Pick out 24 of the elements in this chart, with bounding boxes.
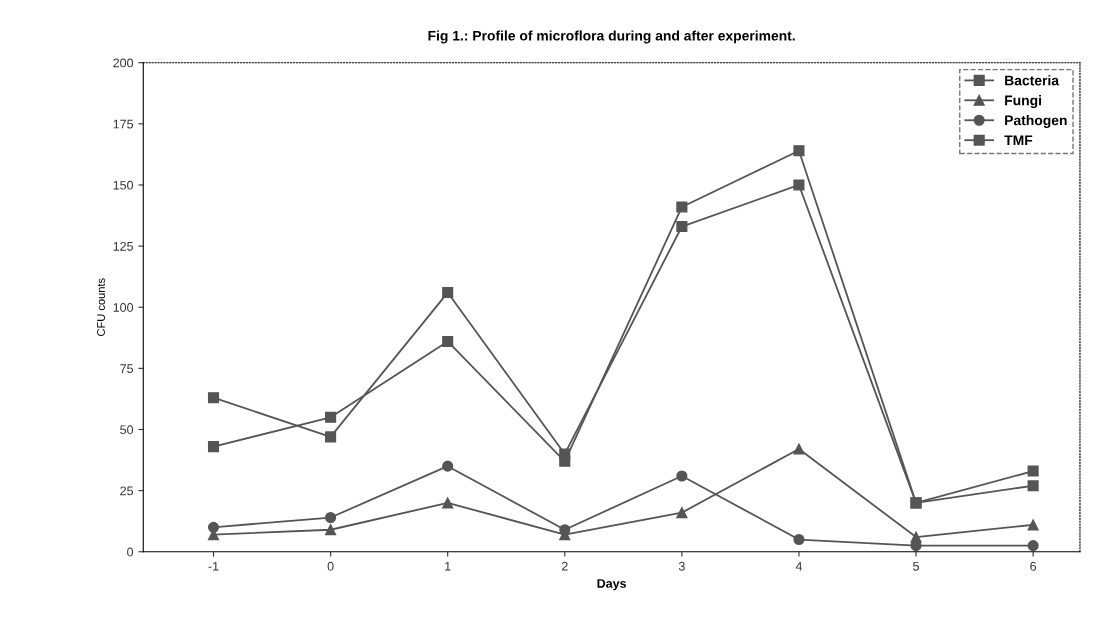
y-tick-label: 175 [113, 119, 134, 129]
y-tick-label: 75 [120, 364, 134, 374]
y-axis-title: CFU counts [97, 278, 105, 336]
x-tick-label: 3 [678, 561, 685, 571]
y-tick-label: 25 [120, 486, 134, 496]
x-tick-label: 4 [795, 561, 803, 571]
y-tick-label: 0 [127, 547, 134, 557]
x-tick-label: 0 [327, 561, 334, 571]
legend-label: TMF [1004, 135, 1033, 146]
y-tick-label: 150 [113, 180, 134, 190]
y-tick-label: 100 [113, 303, 134, 312]
legend-label: Bacteria [1005, 75, 1060, 86]
x-tick-label: 5 [913, 561, 919, 571]
y-tick-label: 50 [120, 425, 134, 435]
legend-label: Fungi [1005, 95, 1041, 109]
x-tick-label: 1 [445, 561, 451, 571]
x-tick-label: 6 [1030, 561, 1037, 571]
y-tick-label: 200 [113, 58, 134, 68]
legend-label: Pathogen [1005, 115, 1067, 129]
chart-title: Fig 1.: Profile of microflora during and after experiment. [428, 30, 795, 44]
x-tick-label: -1 [208, 561, 219, 571]
x-tick-label: 2 [561, 561, 568, 571]
x-axis-title: Days [597, 579, 627, 591]
y-tick-label: 125 [113, 241, 134, 251]
